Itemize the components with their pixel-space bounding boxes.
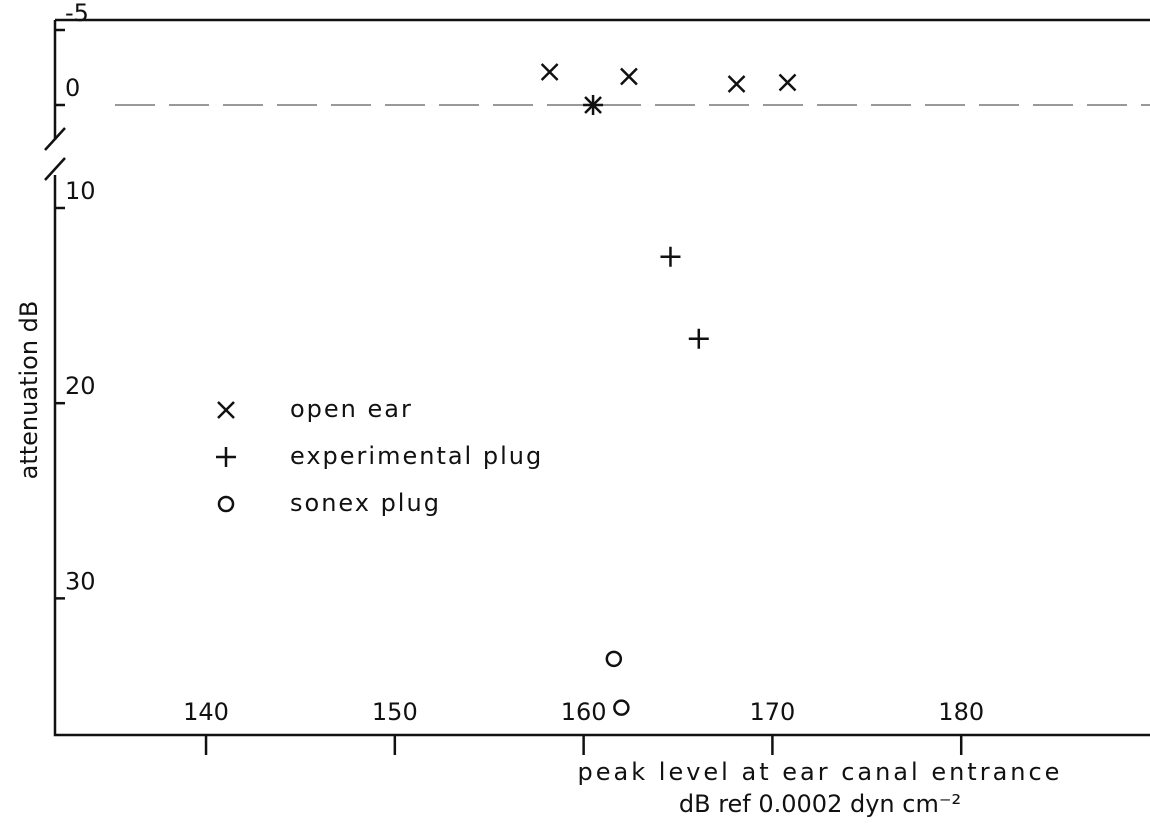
point xyxy=(613,699,630,716)
legend-label: experimental plug xyxy=(290,442,543,470)
point xyxy=(620,67,638,86)
point xyxy=(540,63,559,81)
x-axis-label: peak level at ear canal entrance xyxy=(578,758,1063,786)
legend-marker xyxy=(217,401,235,419)
y-tick-label: 30 xyxy=(65,567,96,595)
point xyxy=(778,73,797,92)
point xyxy=(727,75,746,93)
x-tick-label: 150 xyxy=(372,698,418,726)
axes xyxy=(53,175,1150,737)
y-tick-label: 0 xyxy=(65,74,80,102)
x-axis-label: dB ref 0.0002 dyn cm⁻² xyxy=(679,790,961,818)
x-tick-label: 140 xyxy=(183,698,229,726)
point xyxy=(583,95,604,115)
x-tick-label: 160 xyxy=(561,698,607,726)
y-tick-label: 10 xyxy=(65,177,96,205)
point xyxy=(688,328,709,349)
legend-marker xyxy=(217,495,235,513)
axis-break xyxy=(44,127,66,151)
point xyxy=(605,650,623,668)
x-tick-label: 170 xyxy=(750,698,796,726)
y-axis-label: attenuation dB xyxy=(15,301,43,480)
y-tick-label: -5 xyxy=(65,0,89,27)
legend-marker xyxy=(216,447,236,467)
legend-label: sonex plug xyxy=(290,489,441,517)
legend-label: open ear xyxy=(290,395,413,423)
point xyxy=(660,246,681,267)
x-tick-label: 180 xyxy=(938,698,984,726)
y-tick-label: 20 xyxy=(65,372,96,400)
axis-break xyxy=(44,157,66,181)
